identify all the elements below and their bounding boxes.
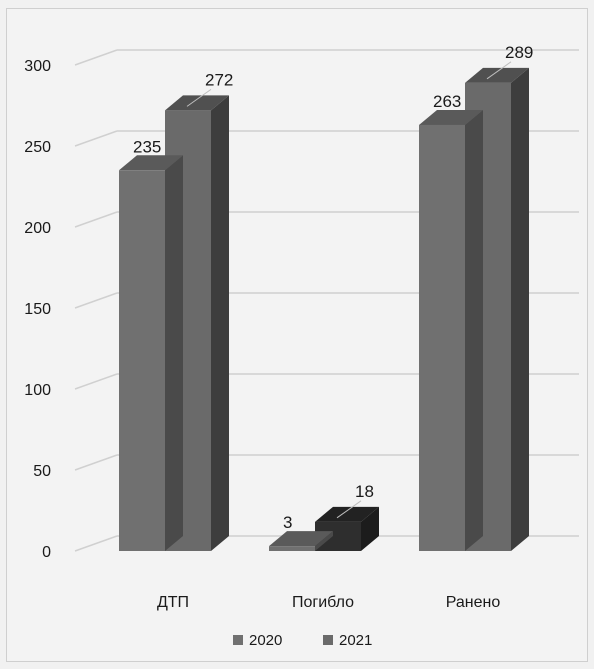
- bar-top: [119, 155, 183, 171]
- bar: [269, 546, 315, 551]
- y-tick-label: 100: [24, 382, 51, 399]
- bar-side: [315, 531, 333, 551]
- bar-side: [211, 95, 229, 552]
- bar-top: [465, 67, 529, 83]
- legend-swatch: [323, 635, 333, 645]
- gridline-diagonal: [74, 535, 118, 552]
- bar-top: [269, 531, 333, 547]
- y-tick-label: 250: [24, 139, 51, 156]
- data-label: 272: [205, 70, 233, 89]
- gridline-diagonal: [74, 292, 118, 309]
- gridline-diagonal: [74, 373, 118, 390]
- bar-side: [465, 109, 483, 551]
- data-label-leader: [186, 88, 212, 107]
- y-tick-label: 50: [33, 463, 51, 480]
- data-label: 18: [355, 482, 374, 501]
- data-label: 235: [133, 137, 161, 156]
- data-label-leader: [336, 500, 362, 519]
- x-tick-label: Погибло: [292, 594, 354, 611]
- data-label-leader: [486, 61, 512, 80]
- bar: [119, 170, 165, 552]
- bar-side: [361, 506, 379, 551]
- bar-top: [419, 109, 483, 125]
- bar: [419, 124, 465, 551]
- y-tick-label: 0: [42, 544, 51, 561]
- gridline-diagonal: [74, 211, 118, 228]
- legend-swatch: [233, 635, 243, 645]
- legend-label: 2021: [339, 632, 372, 649]
- x-tick-label: ДТП: [157, 594, 189, 611]
- chart-frame: 0 50 100 150 200 250 300 235 272 ДТП 3 18 Погибло 263…: [6, 8, 588, 662]
- y-tick-label: 300: [24, 58, 51, 75]
- legend-label: 2020: [249, 632, 282, 649]
- bar-side: [165, 155, 183, 552]
- x-tick-label: Ранено: [446, 594, 501, 611]
- y-tick-label: 150: [24, 301, 51, 318]
- gridline-diagonal: [74, 130, 118, 147]
- gridline-diagonal: [74, 49, 118, 66]
- y-tick-label: 200: [24, 220, 51, 237]
- data-label: 263: [433, 92, 461, 111]
- bar-side: [511, 67, 529, 551]
- data-label: 3: [283, 513, 292, 532]
- bar-top: [165, 95, 229, 111]
- data-label: 289: [505, 43, 533, 62]
- bar-chart: 0 50 100 150 200 250 300 235 272 ДТП 3 18 Погибло 263…: [24, 43, 579, 649]
- gridline-diagonal: [74, 454, 118, 471]
- bar-top: [315, 506, 379, 522]
